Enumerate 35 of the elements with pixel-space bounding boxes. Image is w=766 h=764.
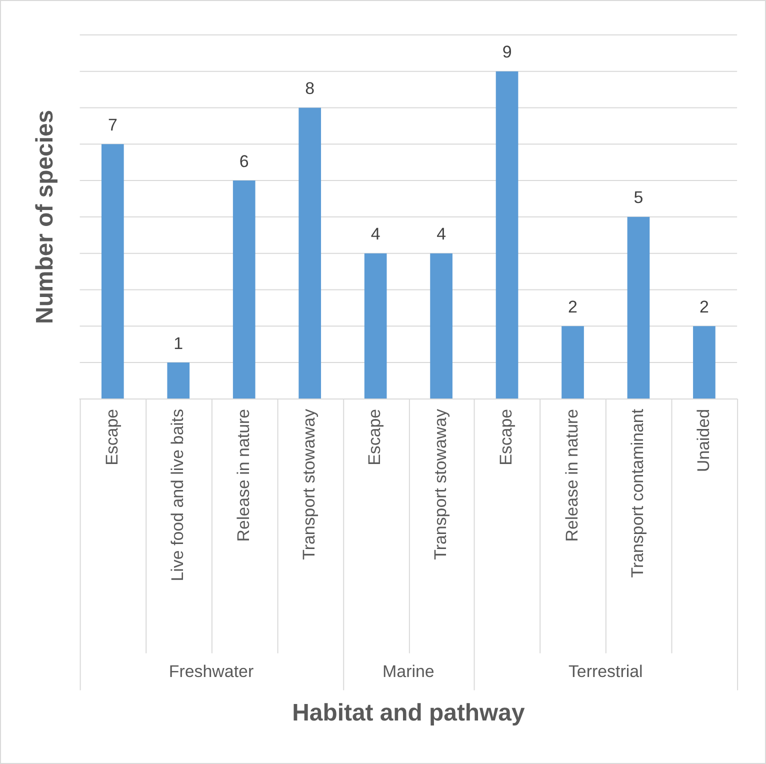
data-label: 2 bbox=[700, 297, 709, 316]
data-label: 2 bbox=[568, 297, 578, 316]
bar bbox=[430, 253, 452, 398]
bar bbox=[562, 326, 584, 398]
text: Freshwater bbox=[168, 662, 254, 681]
data-label: 1 bbox=[174, 334, 184, 353]
x-tick-label: Transport stowaway bbox=[430, 408, 450, 560]
data-label: 4 bbox=[436, 224, 446, 244]
x-tick-label: Unaided bbox=[694, 408, 713, 472]
x-tick-label: Live food and live baits bbox=[168, 408, 188, 582]
x-tick-label: Release in nature bbox=[562, 408, 582, 542]
bar bbox=[298, 108, 322, 398]
data-label: 5 bbox=[634, 188, 644, 208]
bar bbox=[693, 326, 716, 398]
x-tick-label: Escape bbox=[365, 408, 384, 466]
bar bbox=[364, 253, 387, 398]
x-tick-label: Escape bbox=[496, 408, 516, 466]
x-tick-label: Transport stowaway bbox=[300, 408, 319, 560]
y-axis-title: Number of species bbox=[31, 110, 58, 324]
bar bbox=[167, 362, 190, 398]
x-tick-label: Release in nature bbox=[234, 408, 253, 542]
x-tick-label: Transport contaminant bbox=[628, 408, 648, 578]
x-axis-title: Habitat and pathway bbox=[292, 700, 526, 727]
text: Terrestrial bbox=[568, 662, 643, 681]
bar bbox=[232, 180, 256, 398]
x-tick-label: Escape bbox=[102, 408, 122, 466]
bar bbox=[627, 216, 650, 398]
bar bbox=[496, 71, 518, 398]
data-label: 9 bbox=[502, 42, 512, 62]
data-label: 6 bbox=[239, 152, 249, 171]
data-label: 4 bbox=[370, 224, 380, 244]
bar bbox=[101, 144, 124, 398]
data-label: 8 bbox=[305, 78, 315, 98]
text: Marine bbox=[382, 662, 434, 681]
data-label: 7 bbox=[108, 115, 118, 134]
